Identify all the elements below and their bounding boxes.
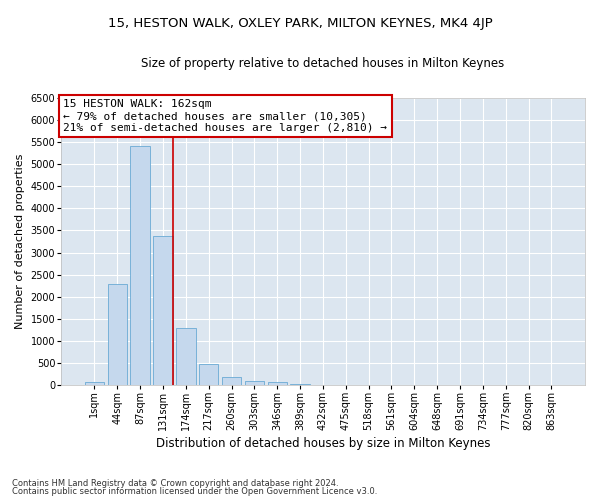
Bar	[153, 236, 173, 385]
Bar	[130, 146, 150, 385]
Text: 15, HESTON WALK, OXLEY PARK, MILTON KEYNES, MK4 4JP: 15, HESTON WALK, OXLEY PARK, MILTON KEYN…	[107, 18, 493, 30]
Title: Size of property relative to detached houses in Milton Keynes: Size of property relative to detached ho…	[142, 58, 505, 70]
Text: Contains public sector information licensed under the Open Government Licence v3: Contains public sector information licen…	[12, 487, 377, 496]
Bar	[290, 384, 310, 385]
Y-axis label: Number of detached properties: Number of detached properties	[15, 154, 25, 329]
Bar	[176, 328, 196, 385]
X-axis label: Distribution of detached houses by size in Milton Keynes: Distribution of detached houses by size …	[155, 437, 490, 450]
Bar	[85, 382, 104, 385]
Bar	[107, 284, 127, 385]
Text: 15 HESTON WALK: 162sqm
← 79% of detached houses are smaller (10,305)
21% of semi: 15 HESTON WALK: 162sqm ← 79% of detached…	[64, 100, 388, 132]
Text: Contains HM Land Registry data © Crown copyright and database right 2024.: Contains HM Land Registry data © Crown c…	[12, 478, 338, 488]
Bar	[245, 380, 264, 385]
Bar	[199, 364, 218, 385]
Bar	[222, 378, 241, 385]
Bar	[268, 382, 287, 385]
